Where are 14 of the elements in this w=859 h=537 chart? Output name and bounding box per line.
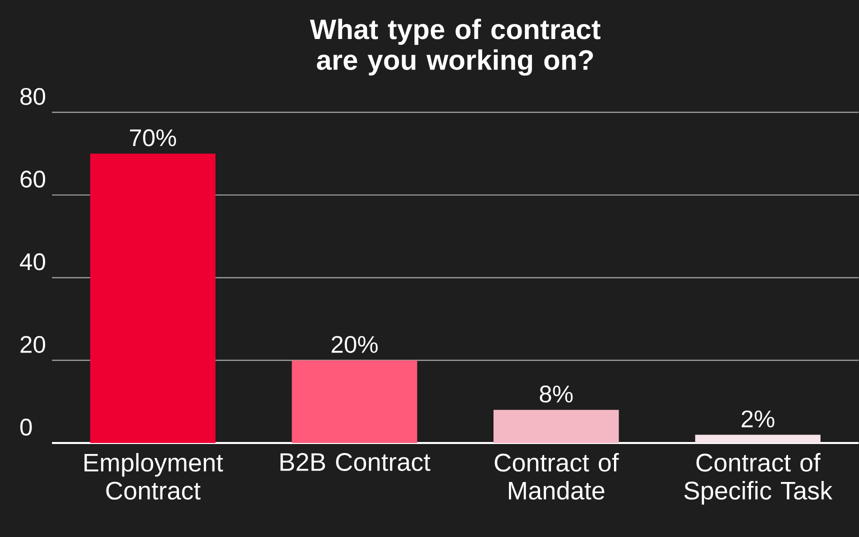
- y-tick-label: 0: [20, 418, 32, 436]
- x-tick-label: Contract of Specific Task: [684, 453, 832, 505]
- y-tick-label: 60: [20, 170, 46, 188]
- x-tick-label: B2B Contract: [280, 453, 430, 471]
- data-label: 2%: [742, 410, 774, 428]
- x-tick-label: Contract of Mandate: [494, 453, 619, 500]
- y-tick-label: 40: [20, 253, 46, 270]
- data-label: 20%: [332, 336, 378, 353]
- y-tick-label: 80: [20, 88, 46, 105]
- data-label: 8%: [540, 386, 573, 403]
- data-label: 70%: [130, 129, 176, 146]
- y-tick-label: 20: [20, 336, 46, 353]
- chart-title: What type of contract are you working on?: [310, 18, 600, 76]
- x-tick-label: Employment Contract: [84, 453, 224, 500]
